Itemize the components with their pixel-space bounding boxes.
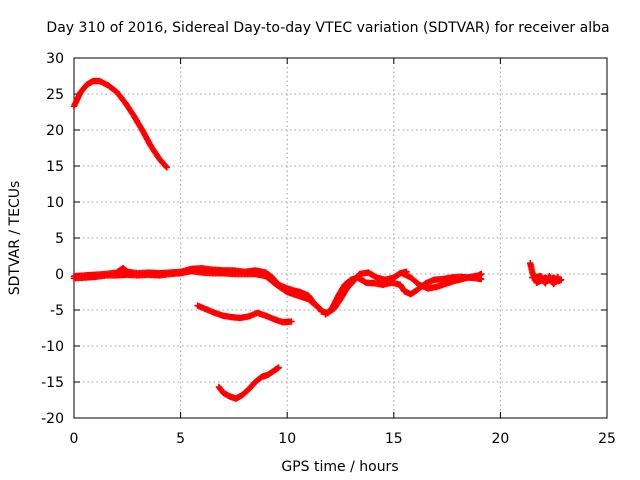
series-band-main-b [70,267,323,312]
data-point [275,364,282,371]
y-tick-label: 30 [46,51,64,67]
x-tick-label: 20 [491,431,509,447]
x-axis-label: GPS time / hours [281,459,398,475]
y-tick-label: 0 [55,267,64,283]
series-recovery-b [322,274,404,318]
x-tick-label: 25 [598,431,616,447]
y-tick-label: -15 [41,375,64,391]
grid [74,58,607,418]
series-dip-mid [194,302,295,326]
data-series [70,77,565,402]
y-tick-label: -20 [41,411,64,427]
y-tick-label: -5 [50,303,64,319]
y-tick-label: -10 [41,339,64,355]
y-axis-label: SDTVAR / TECUs [7,181,23,296]
axis-ticks: 0 5 10 15 20 25 -20 -15 -10 -5 0 5 10 15 20 25 30 [41,51,616,447]
x-tick-label: 10 [278,431,296,447]
data-point [162,163,170,170]
series-late-cluster-2 [529,272,562,288]
x-tick-label: 15 [385,431,403,447]
y-tick-label: 10 [46,195,64,211]
chart-title: Day 310 of 2016, Sidereal Day-to-day VTE… [46,20,609,36]
data-point [554,273,562,281]
y-tick-label: 15 [46,159,64,175]
data-point [478,275,485,283]
data-point [314,304,322,311]
series-arc-low [215,364,282,402]
y-tick-label: 20 [46,123,64,139]
y-tick-label: 25 [46,87,64,103]
data-point [288,318,295,325]
x-tick-label: 5 [176,431,185,447]
y-tick-label: 5 [55,231,64,247]
x-tick-label: 0 [70,431,79,447]
series-arc-high [70,77,170,171]
series-late-band-b [396,273,485,298]
data-point [163,164,170,171]
